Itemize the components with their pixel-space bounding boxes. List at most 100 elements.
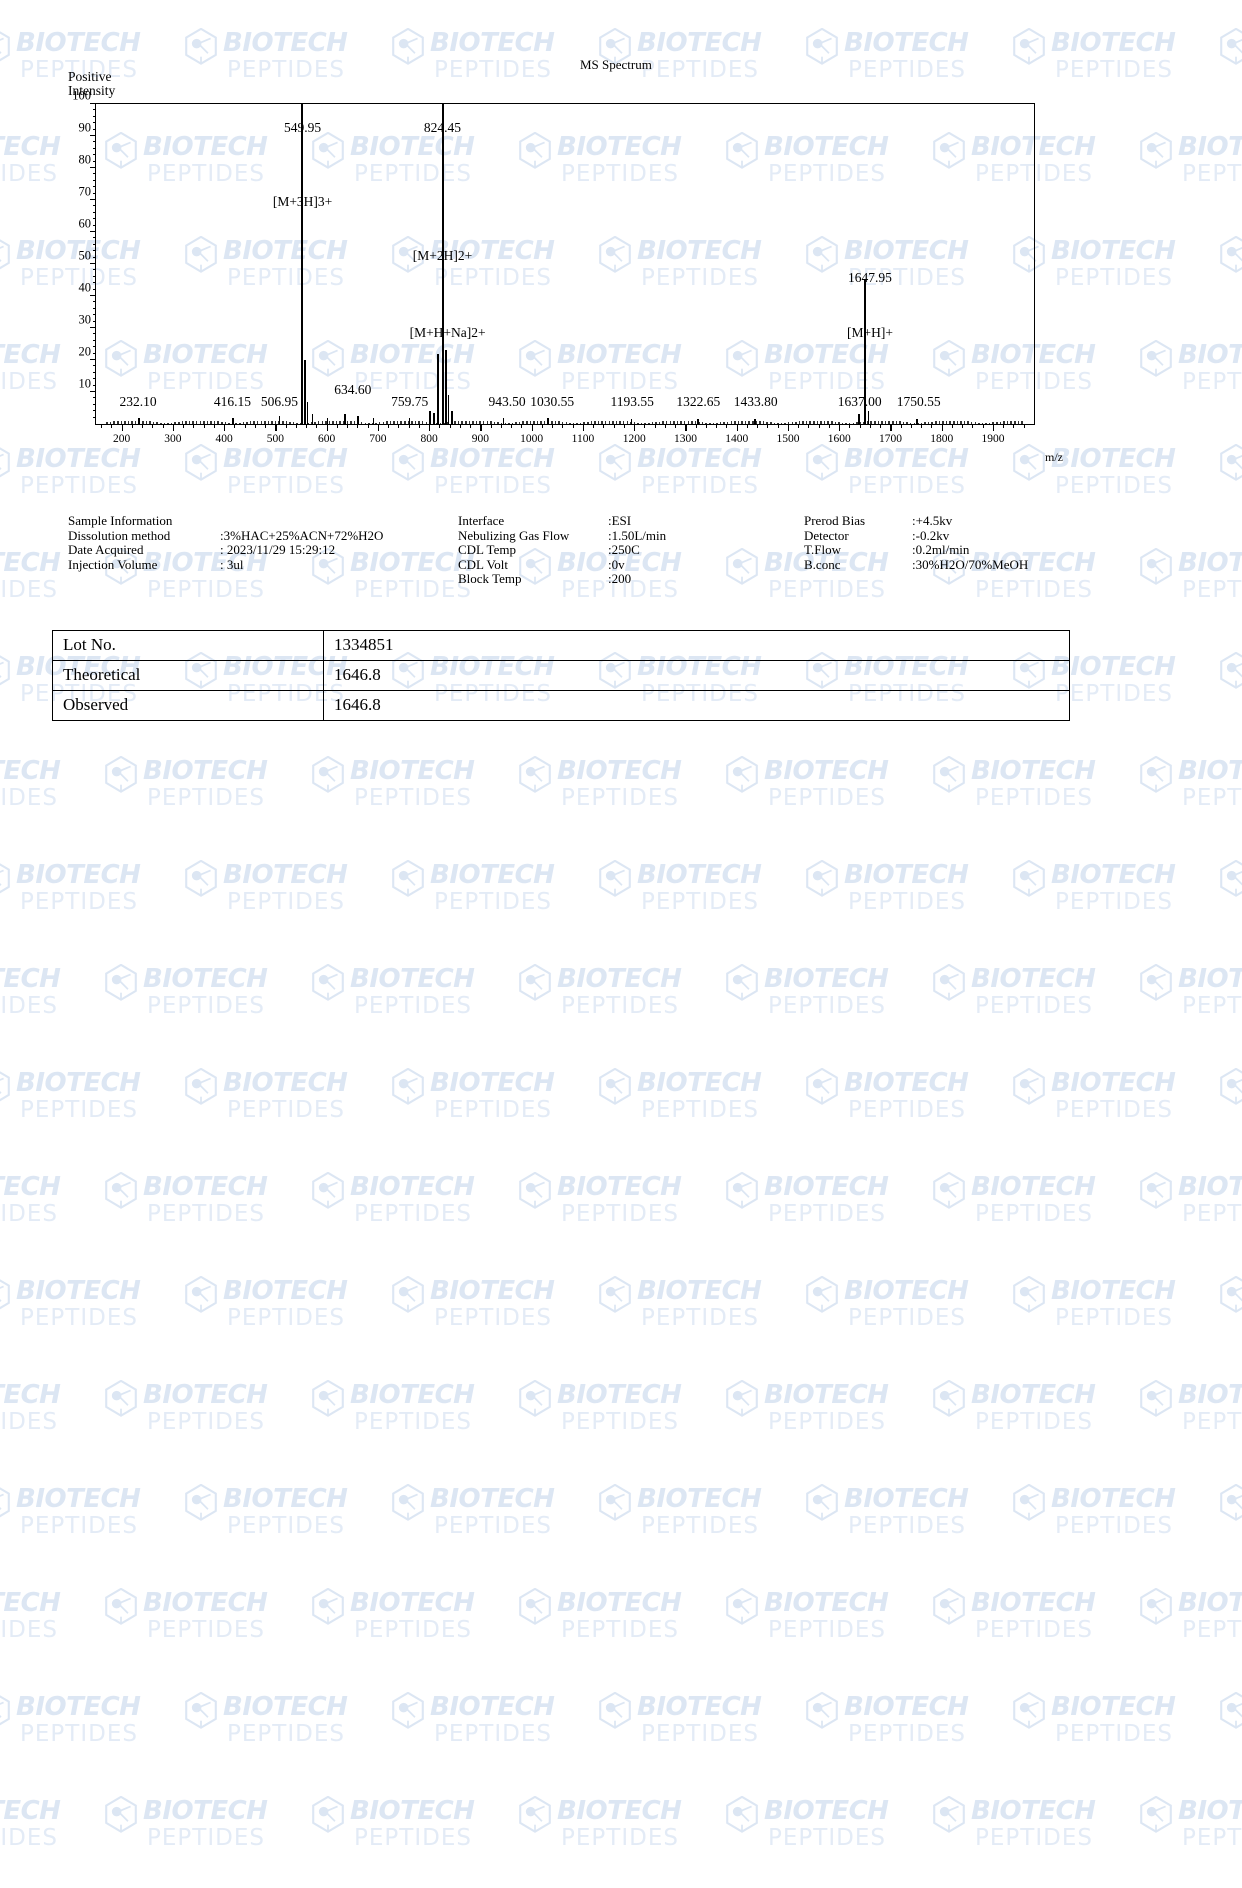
baseline-noise — [310, 422, 313, 424]
watermark-brand-text: BIOTECH — [764, 1796, 889, 1826]
table-row: Theoretical 1646.8 — [52, 660, 1070, 691]
baseline-noise — [411, 420, 413, 424]
baseline-noise — [784, 422, 786, 424]
baseline-noise — [834, 421, 837, 424]
x-axis-minor-tick — [1023, 424, 1025, 428]
info-key: Injection Volume — [68, 556, 158, 572]
y-axis-minor-tick — [92, 256, 96, 258]
baseline-noise — [619, 420, 621, 424]
baseline-noise — [393, 420, 395, 424]
x-axis-tick-label: 1600 — [827, 433, 851, 445]
baseline-noise — [274, 420, 277, 424]
x-axis-minor-tick — [398, 424, 400, 428]
x-axis-tick-label: 600 — [318, 433, 336, 445]
baseline-noise — [902, 421, 905, 424]
baseline-noise — [113, 421, 115, 424]
x-axis-minor-tick — [265, 424, 267, 428]
y-axis-minor-tick — [92, 147, 96, 149]
baseline-noise — [795, 421, 797, 424]
y-axis-minor-tick — [92, 160, 96, 162]
watermark-brand-text: BIOTECH — [0, 1796, 61, 1826]
baseline-noise — [174, 422, 176, 424]
spectrum-peak — [301, 104, 303, 424]
watermark-sub-text: PEPTIDES — [975, 1825, 1093, 1851]
x-axis-minor-tick — [152, 424, 154, 428]
y-axis-minor-tick — [92, 154, 96, 156]
spectrum-peak — [344, 414, 346, 424]
baseline-noise — [730, 421, 733, 424]
x-axis-tick-label: 1200 — [622, 433, 646, 445]
baseline-noise — [877, 420, 880, 424]
baseline-noise — [246, 421, 248, 424]
peak-mz-label: 506.95 — [260, 393, 299, 409]
x-axis-minor-tick — [213, 424, 215, 428]
y-axis-caption: Positive Intensity — [68, 70, 115, 98]
info-value: : 2023/11/29 15:29:12 — [220, 542, 336, 558]
baseline-noise — [565, 422, 567, 424]
x-axis-minor-tick — [726, 424, 728, 428]
table-cell-value: 1334851 — [323, 630, 1070, 661]
results-table: Lot No. 1334851 Theoretical 1646.8 Observed 1… — [52, 630, 1070, 721]
x-axis-minor-tick — [500, 424, 502, 428]
baseline-noise — [515, 422, 517, 424]
baseline-noise — [317, 421, 320, 424]
info-key: T.Flow — [804, 542, 841, 558]
baseline-noise — [974, 422, 977, 424]
baseline-noise — [719, 422, 722, 424]
baseline-noise — [300, 423, 302, 424]
baseline-noise — [325, 420, 327, 424]
watermark-sub-text: PEPTIDES — [561, 1825, 679, 1851]
hexagon-molecule-icon — [1140, 1796, 1172, 1833]
baseline-noise — [791, 421, 794, 424]
baseline-noise — [622, 421, 625, 424]
x-axis-tick-label: 900 — [471, 433, 490, 445]
x-axis-minor-tick — [1003, 424, 1005, 428]
baseline-noise — [425, 421, 428, 424]
y-axis-minor-tick — [92, 410, 96, 412]
baseline-noise — [938, 420, 941, 424]
baseline-noise — [669, 420, 672, 424]
x-axis-tick-label: 1900 — [981, 433, 1005, 445]
y-axis-minor-tick — [92, 243, 96, 245]
baseline-noise — [170, 422, 173, 424]
baseline-noise — [249, 421, 252, 424]
baseline-noise — [1006, 420, 1009, 424]
info-key: Nebulizing Gas Flow — [458, 527, 570, 543]
baseline-noise — [985, 423, 987, 424]
ms-spectrum-title: MS Spectrum — [580, 57, 652, 72]
baseline-noise — [382, 421, 385, 424]
baseline-noise — [188, 420, 191, 424]
info-row: Sample Information — [68, 513, 458, 529]
hexagon-molecule-icon — [105, 1796, 137, 1833]
peak-mz-label: 1433.80 — [733, 393, 778, 409]
x-axis-tick-label: 1800 — [930, 433, 954, 445]
spectrum-peak — [547, 418, 549, 424]
x-axis-minor-tick — [490, 424, 492, 428]
y-axis-minor-tick — [92, 320, 96, 322]
baseline-noise — [852, 422, 855, 424]
baseline-noise — [773, 422, 776, 424]
peak-mz-label: 1647.95 — [848, 270, 892, 286]
baseline-noise — [490, 421, 492, 424]
x-axis-minor-tick — [675, 424, 677, 428]
baseline-noise — [744, 420, 747, 424]
peak-mz-label: 759.75 — [391, 393, 429, 409]
x-axis-minor-tick — [951, 424, 953, 428]
y-axis-minor-tick — [92, 416, 96, 418]
baseline-noise — [970, 421, 973, 424]
baseline-noise — [551, 420, 553, 424]
table-cell-label: Theoretical — [52, 660, 324, 691]
x-axis-minor-tick — [880, 424, 882, 428]
peak-adduct-annotation: [M+H+Na]2+ — [409, 324, 486, 340]
baseline-noise — [124, 420, 126, 424]
x-axis-tick — [429, 424, 431, 431]
baseline-noise — [766, 421, 768, 424]
y-axis-minor-tick — [92, 314, 96, 316]
watermark-brand-text: BIOTECH — [557, 1796, 682, 1826]
x-axis-tick — [326, 424, 328, 431]
info-value: :1.50L/min — [608, 527, 667, 543]
x-axis-minor-tick — [900, 424, 902, 428]
baseline-noise — [762, 421, 765, 424]
hexagon-molecule-icon — [312, 1796, 344, 1833]
baseline-noise — [526, 421, 528, 424]
